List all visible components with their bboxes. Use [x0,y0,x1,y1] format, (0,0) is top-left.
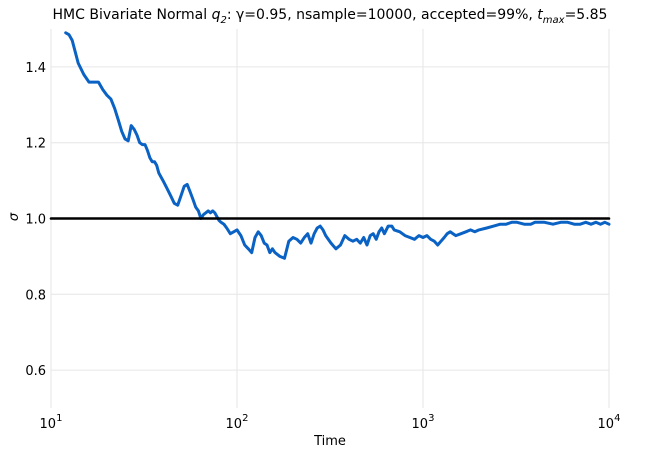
series-layer [49,31,611,260]
x-tick-label: 104 [598,413,621,432]
y-tick-label: 1.2 [25,137,46,152]
y-tick-label: 1.0 [25,213,46,228]
y-tick-label: 1.4 [25,61,46,76]
x-tick-label: 101 [40,413,63,432]
x-tick-label: 103 [412,413,435,432]
y-axis-label: σ [7,212,22,221]
y-tick-label: 0.8 [25,288,46,303]
x-tick-label: 102 [226,413,249,432]
tick-layer: 101 102 103 104 0.6 0.8 1.0 1.2 1.4 [25,61,620,432]
y-tick-label: 0.6 [25,364,46,379]
chart-title: HMC Bivariate Normal q2: γ=0.95, nsample… [53,7,608,26]
sigma-trace-line [64,31,611,260]
x-axis-label: Time [313,434,346,449]
